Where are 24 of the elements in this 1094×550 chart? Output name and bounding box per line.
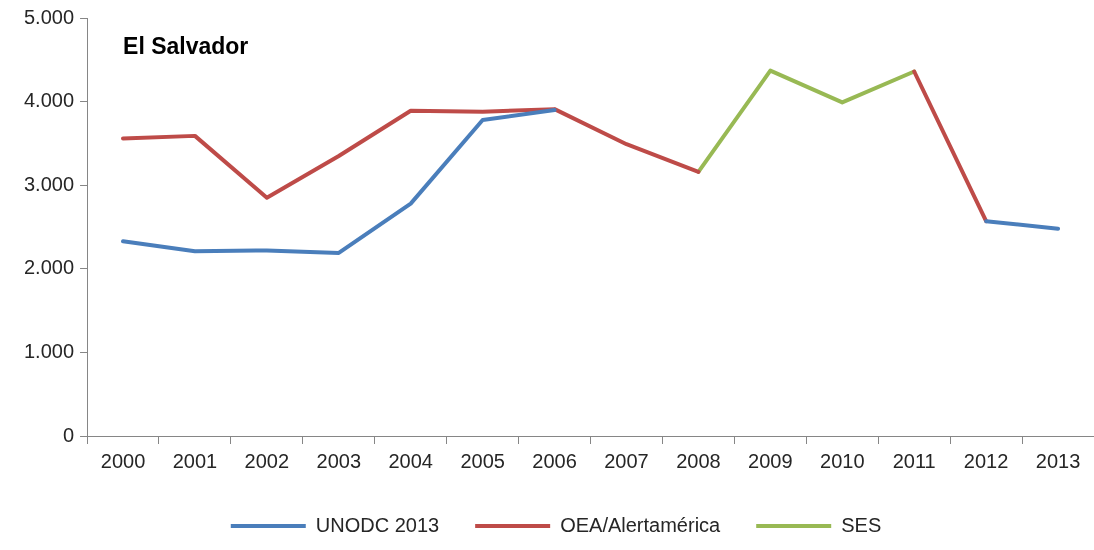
- x-tick-label: 2010: [820, 449, 865, 472]
- y-tick-label: 5.000: [23, 5, 75, 28]
- x-tick-label: 2007: [604, 449, 649, 472]
- x-tick-label: 2012: [963, 449, 1009, 472]
- y-tick-label: 0: [62, 423, 75, 446]
- x-tick-label: 2005: [460, 449, 505, 472]
- legend-label: UNODC 2013: [315, 513, 440, 536]
- x-tick-label: 2009: [748, 449, 793, 472]
- legend-label: OEA/Alertamérica: [560, 513, 722, 536]
- legend-label: SES: [841, 513, 882, 536]
- y-tick-label: 1.000: [23, 339, 75, 362]
- y-tick-label: 4.000: [23, 89, 75, 112]
- x-tick-label: 2003: [316, 449, 362, 472]
- x-tick-label: 2011: [892, 449, 936, 472]
- x-tick-label: 2008: [676, 449, 721, 472]
- x-tick-label: 2006: [532, 449, 577, 472]
- x-tick-label: 2013: [1035, 449, 1081, 472]
- x-tick-label: 2001: [172, 449, 218, 472]
- text: El Salvador: [123, 33, 249, 60]
- y-tick-label: 2.000: [23, 256, 75, 279]
- x-tick-label: 2004: [388, 449, 433, 472]
- x-tick-label: 2002: [244, 449, 290, 472]
- y-tick-label: 3.000: [23, 172, 75, 195]
- x-tick-label: 2000: [100, 449, 146, 472]
